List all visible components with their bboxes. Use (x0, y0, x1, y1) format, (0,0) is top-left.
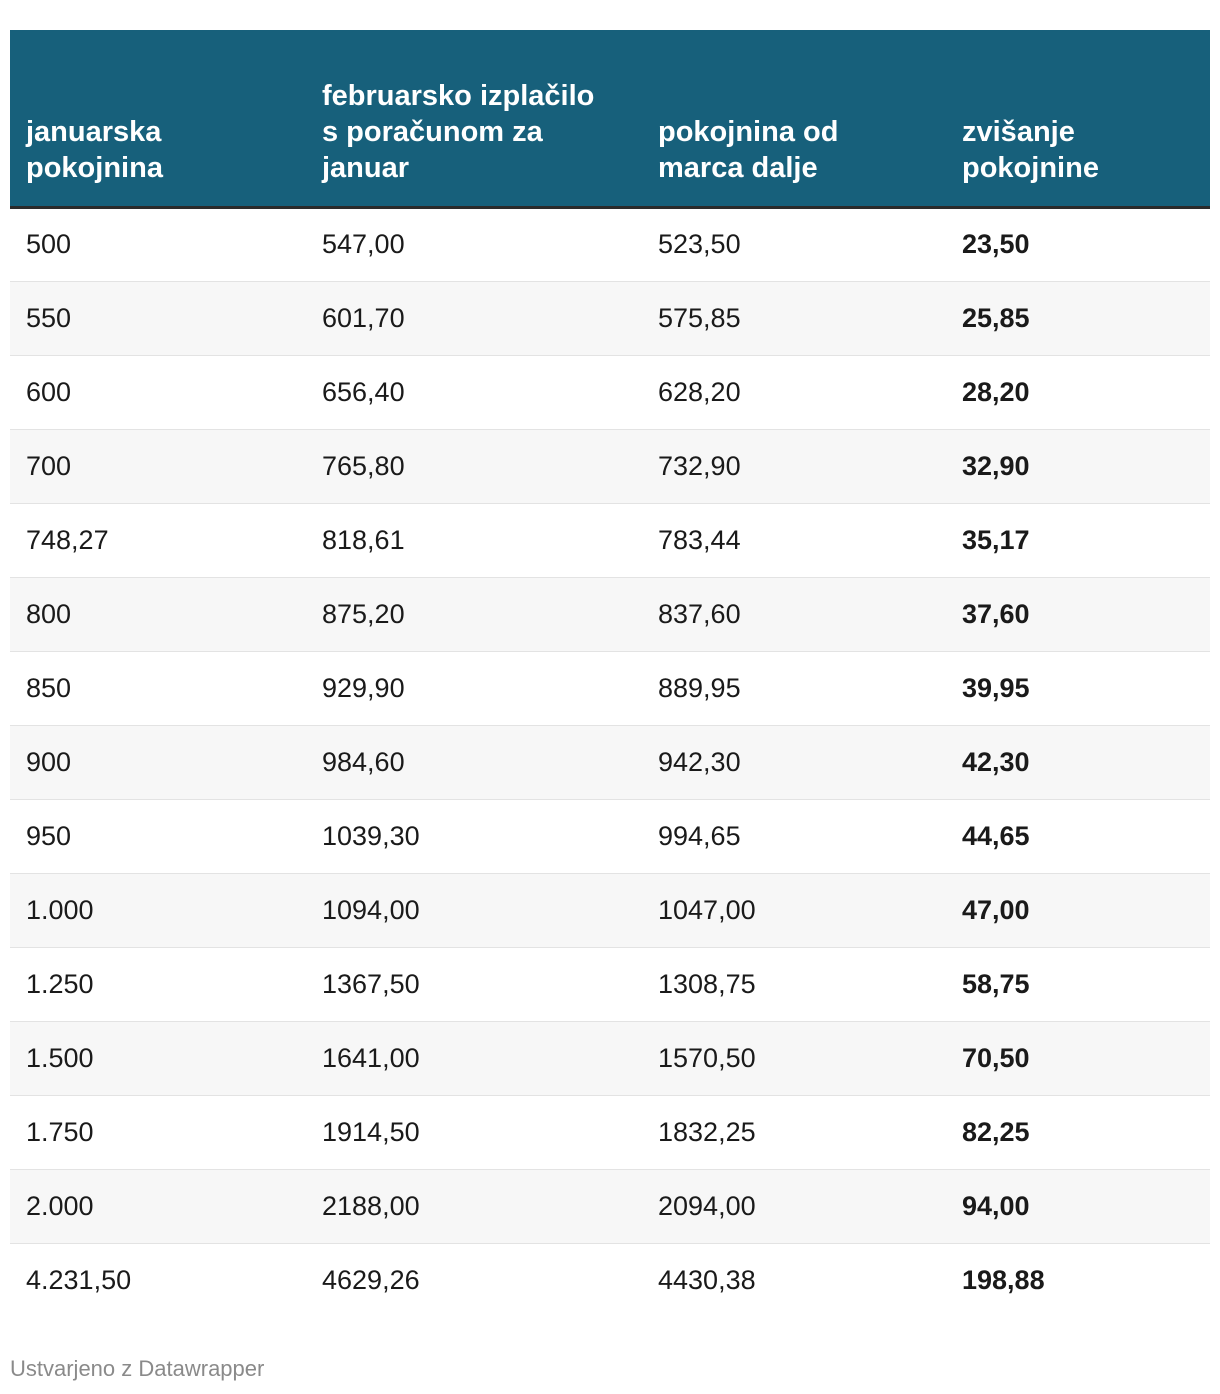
datawrapper-credit[interactable]: Ustvarjeno z Datawrapper (10, 1356, 265, 1381)
table-cell-increase: 58,75 (946, 947, 1210, 1022)
table-cell-increase: 37,60 (946, 577, 1210, 652)
table-cell: 1.750 (10, 1095, 306, 1170)
table-cell: 850 (10, 651, 306, 726)
table-row: 900 984,60 942,30 42,30 (10, 725, 1210, 800)
table-cell: 4.231,50 (26, 1264, 132, 1295)
table-cell: 994,65 (642, 799, 946, 874)
table-row: 1.250 1367,50 1308,75 58,75 (10, 947, 1210, 1022)
table-cell: 1832,25 (642, 1095, 946, 1170)
table-cell: 1308,75 (642, 947, 946, 1022)
table-cell: 1.500 (10, 1021, 306, 1096)
table-body: 500 547,00 523,50 23,50 550 601,70 575,85 25,85… (10, 207, 1210, 1317)
table-cell-increase: 28,20 (946, 355, 1210, 430)
data-table-container: januarska pokojnina februarsko izplačilo… (10, 30, 1210, 1317)
table-row: 550 601,70 575,85 25,85 (10, 281, 1210, 356)
table-header-row: januarska pokojnina februarsko izplačilo… (10, 30, 1210, 209)
table-cell: 550 (10, 281, 306, 356)
table-cell-increase: 23,50 (946, 207, 1210, 282)
table-cell: 1039,30 (306, 799, 642, 874)
pension-table: januarska pokojnina februarsko izplačilo… (10, 30, 1210, 1317)
table-cell: 900 (10, 725, 306, 800)
table-cell: 628,20 (642, 355, 946, 430)
table-row: 850 929,90 889,95 39,95 (10, 651, 1210, 726)
table-cell: 2188,00 (306, 1169, 642, 1244)
table-cell: 601,70 (306, 281, 642, 356)
table-cell-increase: 25,85 (946, 281, 1210, 356)
table-cell: 889,95 (642, 651, 946, 726)
table-cell: 4629,26 (322, 1264, 420, 1295)
table-row: 1.500 1641,00 1570,50 70,50 (10, 1021, 1210, 1096)
table-cell: 800 (10, 577, 306, 652)
column-header[interactable]: februarsko izplačilo s poračunom za janu… (306, 30, 642, 209)
table-row: 700 765,80 732,90 32,90 (10, 429, 1210, 504)
table-cell: 837,60 (642, 577, 946, 652)
table-cell: 2.000 (10, 1169, 306, 1244)
column-header[interactable]: pokojnina od marca dalje (642, 30, 946, 209)
table-cell-increase: 32,90 (946, 429, 1210, 504)
table-row: 4.231,50 4629,26 4430,38 198,88 (10, 1243, 1210, 1317)
table-cell-increase: 35,17 (946, 503, 1210, 578)
column-header[interactable]: januarska pokojnina (10, 30, 306, 209)
table-row: 2.000 2188,00 2094,00 94,00 (10, 1169, 1210, 1244)
table-cell: 1641,00 (306, 1021, 642, 1096)
table-cell: 1570,50 (642, 1021, 946, 1096)
table-cell: 929,90 (306, 651, 642, 726)
table-cell: 732,90 (642, 429, 946, 504)
table-cell: 748,27 (10, 503, 306, 578)
table-cell: 575,85 (642, 281, 946, 356)
table-cell: 1914,50 (306, 1095, 642, 1170)
table-cell: 2094,00 (642, 1169, 946, 1244)
table-cell-increase: 42,30 (946, 725, 1210, 800)
table-cell: 656,40 (306, 355, 642, 430)
table-cell: 1047,00 (642, 873, 946, 948)
table-cell: 500 (10, 207, 306, 282)
table-cell: 1.000 (10, 873, 306, 948)
table-cell: 547,00 (306, 207, 642, 282)
table-row: 800 875,20 837,60 37,60 (10, 577, 1210, 652)
table-row: 1.000 1094,00 1047,00 47,00 (10, 873, 1210, 948)
table-cell: 1094,00 (306, 873, 642, 948)
table-cell: 523,50 (642, 207, 946, 282)
table-cell-increase: 82,25 (946, 1095, 1210, 1170)
table-cell: 984,60 (306, 725, 642, 800)
table-cell: 1.250 (10, 947, 306, 1022)
table-cell-increase: 70,50 (946, 1021, 1210, 1096)
table-cell-increase: 44,65 (946, 799, 1210, 874)
table-cell: 1367,50 (306, 947, 642, 1022)
table-cell: 765,80 (306, 429, 642, 504)
table-cell: 950 (10, 799, 306, 874)
table-row: 600 656,40 628,20 28,20 (10, 355, 1210, 430)
table-row: 748,27 818,61 783,44 35,17 (10, 503, 1210, 578)
table-cell: 783,44 (642, 503, 946, 578)
table-cell: 875,20 (306, 577, 642, 652)
column-header[interactable]: zvišanje pokojnine (946, 30, 1210, 209)
table-cell: 4430,38 (658, 1264, 756, 1295)
table-cell-increase: 198,88 (962, 1264, 1045, 1295)
table-cell: 942,30 (642, 725, 946, 800)
table-cell-increase: 94,00 (946, 1169, 1210, 1244)
table-row: 1.750 1914,50 1832,25 82,25 (10, 1095, 1210, 1170)
table-cell: 700 (10, 429, 306, 504)
table-cell: 600 (10, 355, 306, 430)
table-row: 950 1039,30 994,65 44,65 (10, 799, 1210, 874)
table-row: 500 547,00 523,50 23,50 (10, 207, 1210, 282)
table-cell-increase: 47,00 (946, 873, 1210, 948)
table-cell: 818,61 (306, 503, 642, 578)
table-cell-increase: 39,95 (946, 651, 1210, 726)
